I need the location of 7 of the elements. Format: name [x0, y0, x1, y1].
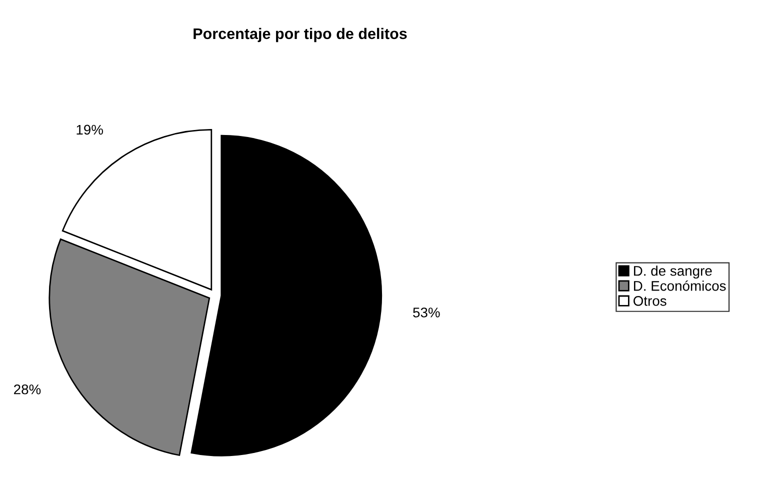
data-label: 53% — [413, 308, 440, 318]
legend-label: D. Económicos — [634, 280, 726, 291]
legend-label: D. de sangre — [634, 266, 712, 279]
chart-title: Porcentaje por tipo de delitos — [194, 28, 407, 42]
data-label: 28% — [14, 384, 41, 394]
legend-label: Otros — [634, 296, 666, 306]
data-label: 19% — [76, 124, 103, 135]
